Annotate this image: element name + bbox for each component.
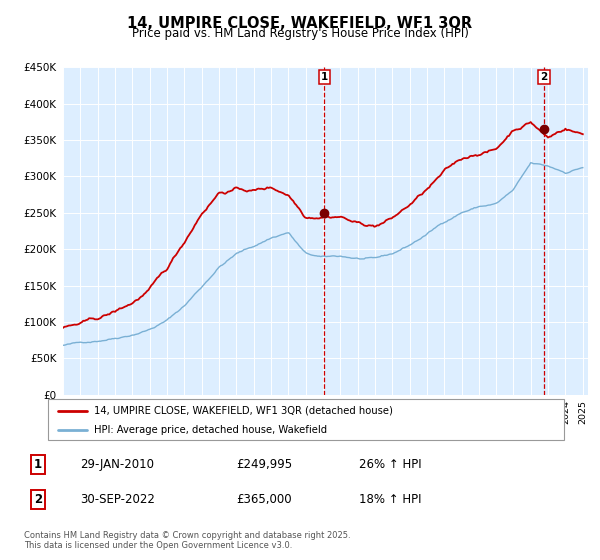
Text: £365,000: £365,000 (236, 493, 292, 506)
Text: 26% ↑ HPI: 26% ↑ HPI (359, 458, 421, 471)
Text: 18% ↑ HPI: 18% ↑ HPI (359, 493, 421, 506)
Text: HPI: Average price, detached house, Wakefield: HPI: Average price, detached house, Wake… (94, 424, 328, 435)
FancyBboxPatch shape (48, 399, 564, 440)
Text: 29-JAN-2010: 29-JAN-2010 (80, 458, 154, 471)
Text: 2: 2 (540, 72, 547, 82)
Text: 1: 1 (34, 458, 42, 471)
Text: 1: 1 (320, 72, 328, 82)
Text: Price paid vs. HM Land Registry's House Price Index (HPI): Price paid vs. HM Land Registry's House … (131, 27, 469, 40)
Text: 14, UMPIRE CLOSE, WAKEFIELD, WF1 3QR (detached house): 14, UMPIRE CLOSE, WAKEFIELD, WF1 3QR (de… (94, 405, 394, 416)
Text: 30-SEP-2022: 30-SEP-2022 (80, 493, 155, 506)
Text: £249,995: £249,995 (236, 458, 292, 471)
Text: 2: 2 (34, 493, 42, 506)
Text: Contains HM Land Registry data © Crown copyright and database right 2025.
This d: Contains HM Land Registry data © Crown c… (24, 531, 350, 550)
Text: 14, UMPIRE CLOSE, WAKEFIELD, WF1 3QR: 14, UMPIRE CLOSE, WAKEFIELD, WF1 3QR (127, 16, 473, 31)
